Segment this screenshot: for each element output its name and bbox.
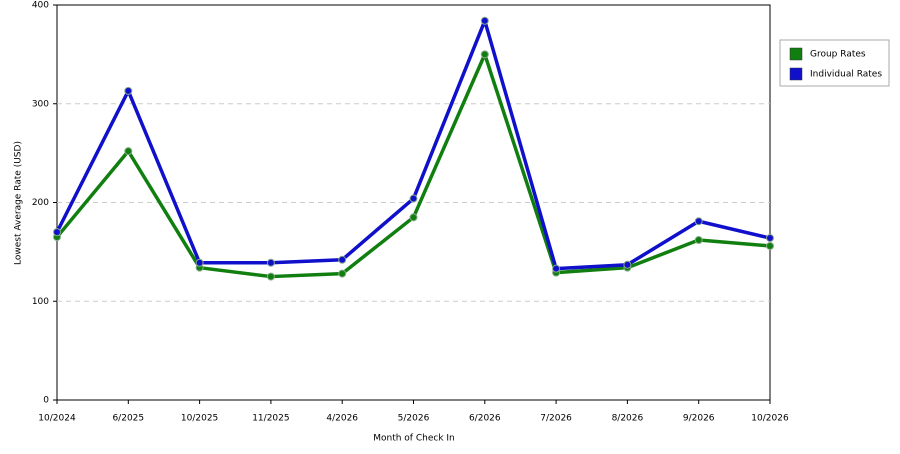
data-point (766, 241, 774, 250)
data-point (766, 234, 774, 243)
data-point (266, 272, 275, 281)
x-axis-label: Month of Check In (373, 434, 455, 444)
data-point (409, 213, 418, 222)
x-tick-label: 9/2026 (683, 414, 715, 424)
y-tick-label: 300 (32, 99, 49, 109)
data-point (480, 50, 489, 59)
data-point (338, 269, 347, 278)
x-tick-label: 6/2025 (112, 414, 144, 424)
data-point (53, 228, 61, 237)
data-point (124, 147, 133, 156)
y-tick-label: 400 (32, 1, 49, 11)
x-tick-label: 10/2024 (38, 414, 76, 424)
data-point (552, 264, 561, 273)
legend-swatch (789, 67, 803, 81)
x-tick-label: 11/2025 (252, 414, 289, 424)
y-tick-label: 200 (32, 198, 49, 208)
data-point (409, 194, 418, 203)
x-tick-label: 10/2026 (751, 414, 789, 424)
y-axis-label: Lowest Average Rate (USD) (14, 141, 24, 265)
y-tick-label: 100 (32, 297, 49, 307)
x-tick-label: 6/2026 (469, 414, 501, 424)
data-point (480, 16, 489, 25)
legend-label: Individual Rates (810, 70, 882, 80)
legend: Group Rates Individual Rates (779, 39, 890, 87)
x-tick-label: 7/2026 (540, 414, 572, 424)
x-tick-label: 8/2026 (612, 414, 644, 424)
legend-label: Group Rates (810, 50, 866, 60)
data-point (623, 260, 632, 269)
data-point (195, 258, 204, 267)
x-tick-label: 5/2026 (398, 414, 430, 424)
x-tick-label: 4/2026 (326, 414, 358, 424)
series-line (55, 19, 771, 271)
data-point (124, 86, 133, 95)
data-point (266, 258, 275, 267)
data-point (338, 255, 347, 264)
data-point (694, 217, 703, 226)
x-tick-label: 10/2025 (181, 414, 218, 424)
data-point (694, 236, 703, 245)
legend-swatch (789, 47, 803, 61)
y-tick-label: 0 (43, 396, 49, 406)
